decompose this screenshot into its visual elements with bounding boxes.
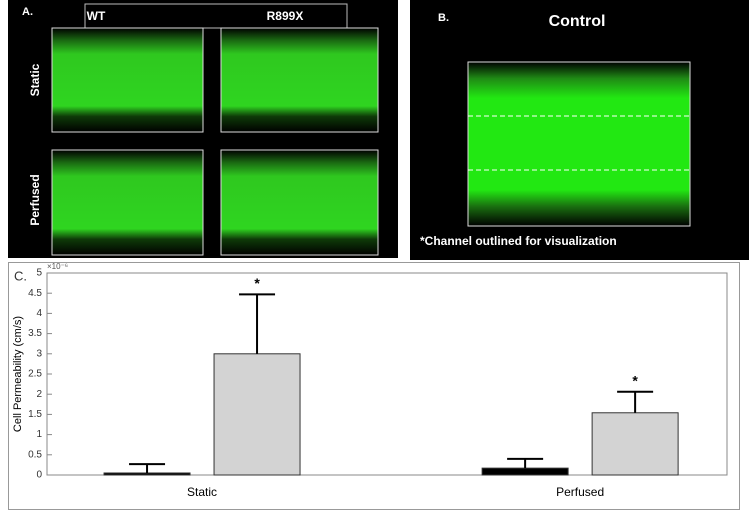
micrograph (51, 149, 204, 256)
caption: *Channel outlined for visualization (420, 234, 617, 248)
row-header: Perfused (28, 174, 42, 225)
y-tick-label: 3.5 (28, 328, 42, 339)
bar (213, 353, 301, 476)
panel-label: C. (14, 268, 27, 283)
significance-label: * (632, 372, 638, 388)
bar (591, 412, 679, 476)
micrograph (220, 149, 379, 256)
micrograph (51, 27, 204, 133)
micrograph (467, 61, 691, 227)
row-header: Static (28, 63, 42, 96)
panel-label: B. (438, 12, 449, 24)
panel-label: A. (22, 6, 33, 18)
y-tick-label: 2.5 (28, 369, 42, 380)
y-axis-label: Cell Permeability (cm/s) (12, 316, 24, 432)
bar (481, 467, 569, 476)
y-tick-label: 0 (36, 470, 42, 481)
y-tick-label: 0.5 (28, 449, 42, 460)
y-tick-label: 3 (36, 348, 42, 359)
significance-label: * (254, 275, 260, 291)
y-tick-label: 1.5 (28, 409, 42, 420)
y-exponent: ×10⁻⁶ (47, 262, 68, 271)
x-tick-label: Static (187, 485, 217, 499)
header-box (84, 3, 348, 29)
y-tick-label: 2 (36, 389, 42, 400)
bar (103, 472, 191, 476)
y-tick-label: 4.5 (28, 288, 42, 299)
panel-title: Control (549, 13, 606, 30)
y-tick-label: 5 (36, 268, 42, 279)
y-tick-label: 1 (36, 429, 42, 440)
micrograph (220, 27, 379, 133)
column-header: WT (87, 9, 106, 23)
x-tick-label: Perfused (556, 485, 604, 499)
column-header: R899X (267, 9, 304, 23)
y-tick-label: 4 (36, 308, 42, 319)
